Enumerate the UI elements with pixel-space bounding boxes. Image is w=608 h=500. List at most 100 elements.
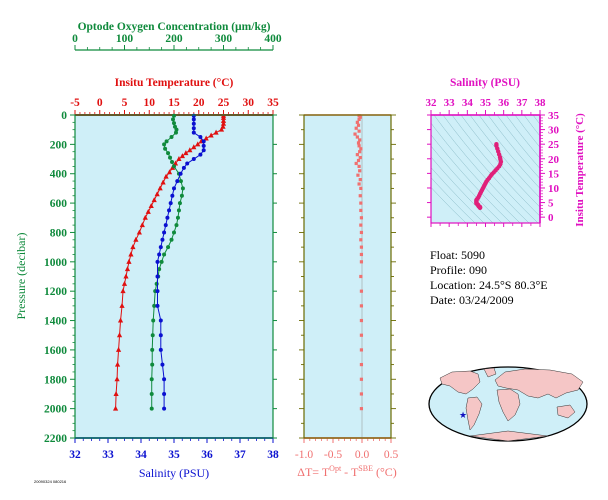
theta-s-salinity-label: 32 [426,97,438,109]
temperature-point [136,229,142,235]
delta-t-point [359,201,363,205]
density-contour [442,115,539,223]
delta-t-point [357,144,361,148]
delta-t-point [359,377,364,381]
salinity-point [201,139,206,144]
delta-t-point [359,362,364,367]
delta-t-point [359,318,364,323]
density-contour [460,115,540,208]
temperature-point [126,258,132,264]
oxygen-point [150,347,155,352]
oxygen-point [166,151,171,156]
temperature-point [220,120,227,126]
oxygen-point [154,281,159,286]
temperature-point [117,317,124,323]
salinity-point [158,318,163,323]
temperature-tick-label: 35 [267,97,279,109]
oxygen-point [150,362,155,367]
profile-date: Date: 03/24/2009 [430,293,514,307]
theta-s-salinity-label: 36 [498,97,510,109]
density-contour [469,115,540,199]
delta-t-point [357,129,361,133]
oxygen-point [159,259,164,264]
oxygen-point [163,146,168,151]
pressure-tick-label: 600 [50,198,68,210]
salinity-point [191,117,196,122]
oxygen-point [172,121,176,126]
oxygen-point [157,267,162,272]
profile-panel: 0200400600800100012001400160018002000220… [14,21,282,484]
salinity-point [201,148,206,153]
oxygen-point [170,159,175,164]
temperature-point [139,222,145,228]
delta-t-point [359,238,363,242]
theta-s-temperature-title: Insitu Temperature (°C) [574,113,586,227]
oxygen-point [171,117,176,122]
temperature-point [195,141,201,147]
pressure-tick-label: 200 [50,139,68,151]
temperature-tick-label: 20 [193,97,205,109]
delta-t-series [353,114,364,411]
salinity-point [160,237,165,242]
delta-t-point [359,260,364,264]
theta-s-salinity-title: Salinity (PSU) [450,77,520,89]
salinity-point [158,245,163,250]
density-contour [431,177,476,223]
oxygen-point [150,333,155,338]
float-info-block: Float: 5090 Profile: 090 Location: 24.5°… [430,248,548,308]
delta-t-point [359,147,363,151]
salinity-point [162,391,167,396]
salinity-point [162,377,167,382]
delta-t-tick-label: 0.5 [384,449,399,461]
africa [496,388,521,422]
temperature-tick-label: 5 [122,97,128,109]
pressure-tick-label: 1800 [44,374,67,386]
temperature-tick-label: 10 [144,97,156,109]
pressure-tick-label: 0 [61,110,67,122]
theta-s-temperature-label: 0 [548,212,554,224]
oxygen-point [169,135,174,140]
oxygen-point [162,142,167,147]
oxygen-point [162,252,167,257]
temperature-point [160,179,166,185]
salinity-tick-label: 36 [201,449,213,461]
temperature-point [191,144,197,150]
australia [556,404,576,419]
salinity-point [198,135,203,140]
theta-s-series [474,141,504,211]
delta-t-tick-label: -1.0 [295,449,313,461]
delta-t-point [359,407,364,411]
temperature-point [120,288,126,294]
oxygen-point [152,303,157,308]
density-contour [487,115,540,180]
oxygen-point [151,318,156,323]
temperature-point [218,126,225,132]
delta-t-point [359,333,364,337]
pressure-tick-label: 400 [50,169,68,181]
oxygen-point [176,208,181,213]
delta-t-point [359,252,364,257]
temperature-point [213,129,219,135]
oxygen-point [149,406,154,411]
delta-t-point [359,216,364,220]
europe-asia [494,368,584,399]
world-map: ★ [428,366,588,442]
temperature-point [203,135,209,141]
temperature-tick-label: 0 [97,97,103,109]
temperature-point [115,346,122,352]
salinity-point [157,252,162,257]
theta-s-panel: 32 33 34 35 36 37 38 0 5 10 15 20 25 30 35 Salinity (P… [426,77,586,227]
salinity-point [191,121,196,126]
salinity-point [191,130,196,135]
temperature-point [183,150,189,156]
oxygen-point [177,201,182,206]
oxygen-point [180,186,185,191]
delta-t-point [359,304,364,308]
salinity-point [163,223,168,228]
temperature-point [154,191,160,197]
salinity-tick-label: 34 [135,449,147,461]
temperature-tick-label: -5 [70,97,80,109]
theta-s-temperature-label: 10 [548,183,560,195]
salinity-tick-label: 38 [267,449,279,461]
delta-t-point [359,348,364,352]
